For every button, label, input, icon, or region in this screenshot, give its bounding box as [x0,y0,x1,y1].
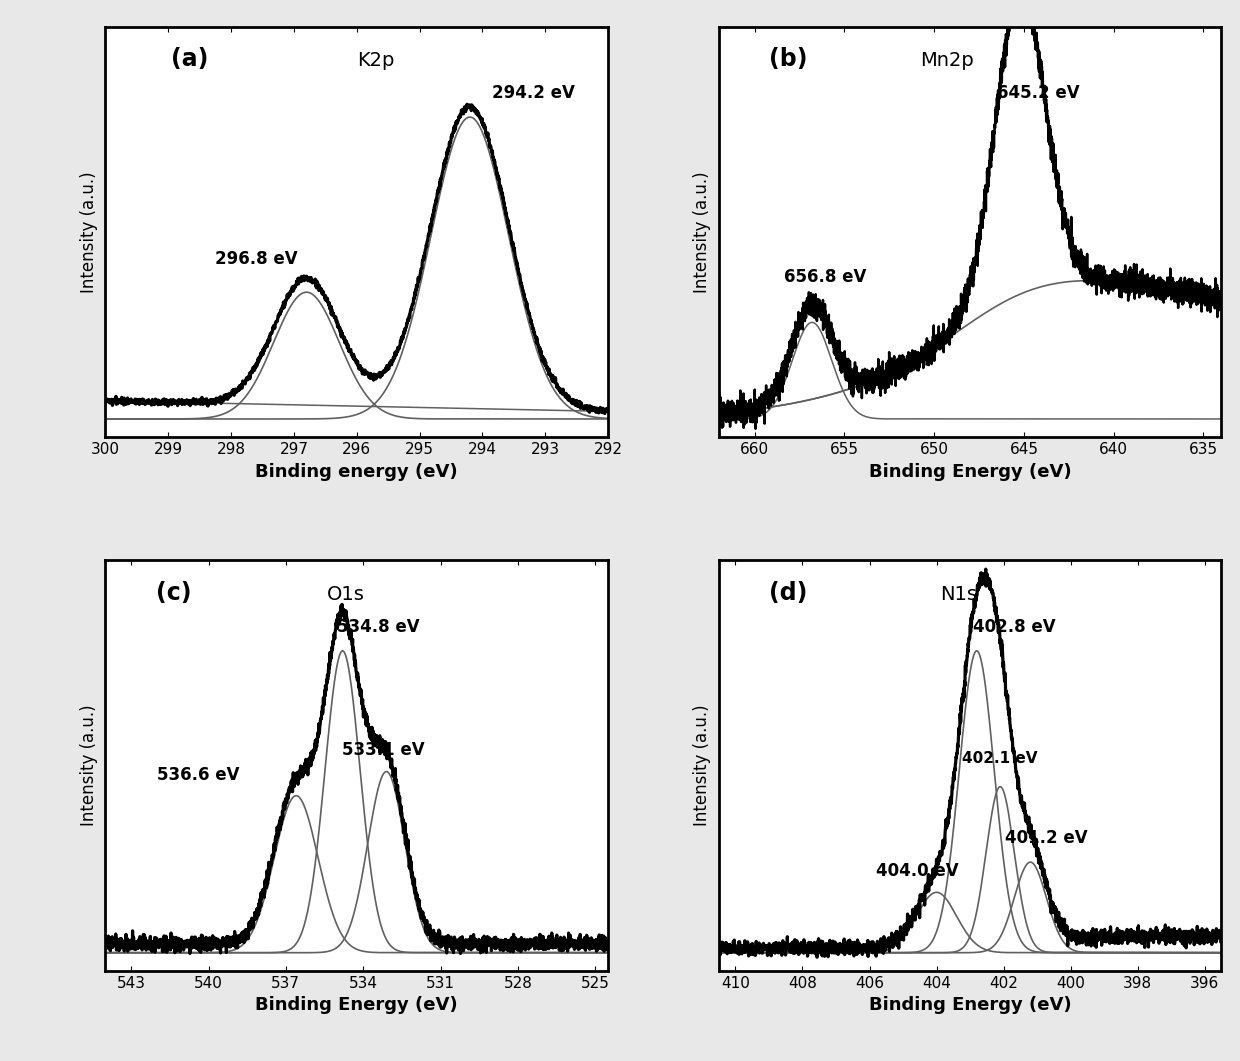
Text: Mn2p: Mn2p [920,51,973,70]
Text: N1s: N1s [940,585,977,604]
Text: (c): (c) [156,580,191,605]
X-axis label: Binding Energy (eV): Binding Energy (eV) [869,463,1071,481]
Text: 402.8 eV: 402.8 eV [973,618,1056,636]
Y-axis label: Intensity (a.u.): Intensity (a.u.) [693,171,711,293]
Text: 645.2 eV: 645.2 eV [997,84,1080,102]
Text: K2p: K2p [357,51,394,70]
Text: (d): (d) [769,580,807,605]
Y-axis label: Intensity (a.u.): Intensity (a.u.) [693,705,711,827]
Text: 404.0 eV: 404.0 eV [877,863,959,881]
Text: 401.2 eV: 401.2 eV [1004,829,1087,847]
Text: 534.8 eV: 534.8 eV [337,618,420,636]
Text: 656.8 eV: 656.8 eV [784,268,866,286]
X-axis label: Binding Energy (eV): Binding Energy (eV) [255,996,458,1014]
Y-axis label: Intensity (a.u.): Intensity (a.u.) [79,705,98,827]
Text: O1s: O1s [326,585,365,604]
Text: (a): (a) [171,47,208,71]
X-axis label: Binding energy (eV): Binding energy (eV) [255,463,458,481]
Text: 402.1 eV: 402.1 eV [961,750,1037,766]
X-axis label: Binding Energy (eV): Binding Energy (eV) [869,996,1071,1014]
Text: 294.2 eV: 294.2 eV [492,84,574,102]
Text: 296.8 eV: 296.8 eV [215,250,298,268]
Text: 533.1 eV: 533.1 eV [342,742,425,760]
Text: 536.6 eV: 536.6 eV [157,766,239,784]
Text: (b): (b) [769,47,807,71]
Y-axis label: Intensity (a.u.): Intensity (a.u.) [79,171,98,293]
